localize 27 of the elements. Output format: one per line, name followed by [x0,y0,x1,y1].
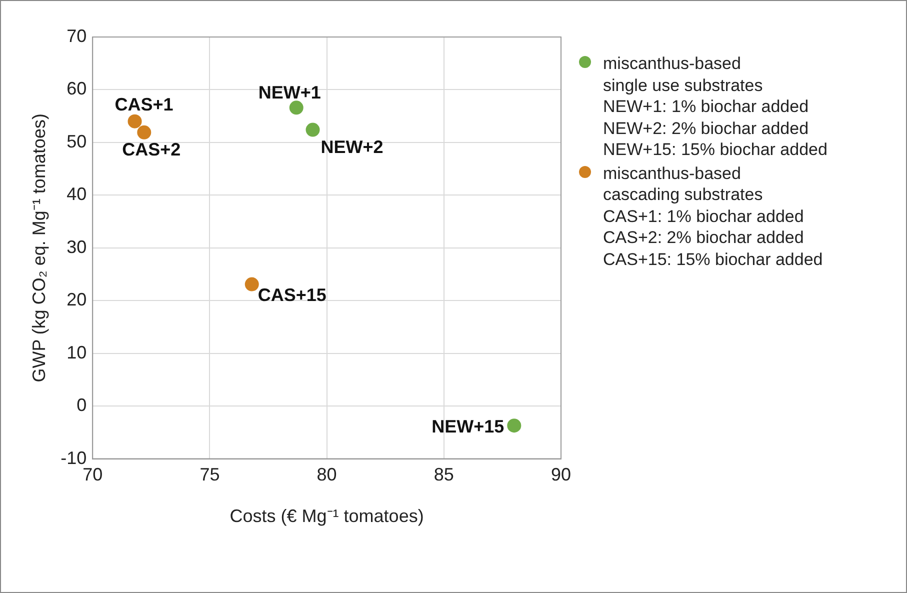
annotation: NEW+1 [258,82,321,103]
y-axis-title: GWP (kg CO₂ eq. Mg⁻¹ tomatoes) [28,114,49,382]
y-tick-label: 10 [66,342,87,362]
point [244,277,259,292]
x-tick-label: 75 [200,464,220,485]
annotation: CAS+2 [122,139,181,160]
y-tick-label: 0 [76,395,87,416]
y-tick-label: 20 [66,290,87,310]
y-tick-label: 50 [66,131,87,152]
y-tick-label: 60 [66,78,87,99]
point [128,114,142,128]
annotation: CAS+1 [114,94,174,114]
x-tick-label: 85 [434,464,454,485]
point [137,125,152,140]
y-tick-label: 40 [66,184,87,204]
x-tick-label: 90 [550,464,572,485]
point [306,122,320,137]
point [507,418,522,433]
annotation: CAS+15 [258,285,326,306]
y-tick-label: 30 [66,236,87,257]
y-tick-label: 70 [66,26,87,46]
legend-label: miscanthus-based cascading substrates CAS+1: 1% biochar added CAS+2: 2% biochar added CAS+15: 15% biochar added [603,162,823,270]
x-axis-title: Costs (€ Mg⁻¹ tomatoes) [230,506,424,526]
x-tick-label: 80 [316,464,337,485]
point [289,100,304,115]
annotation: NEW+15 [432,416,504,437]
annotation: NEW+2 [320,136,384,157]
